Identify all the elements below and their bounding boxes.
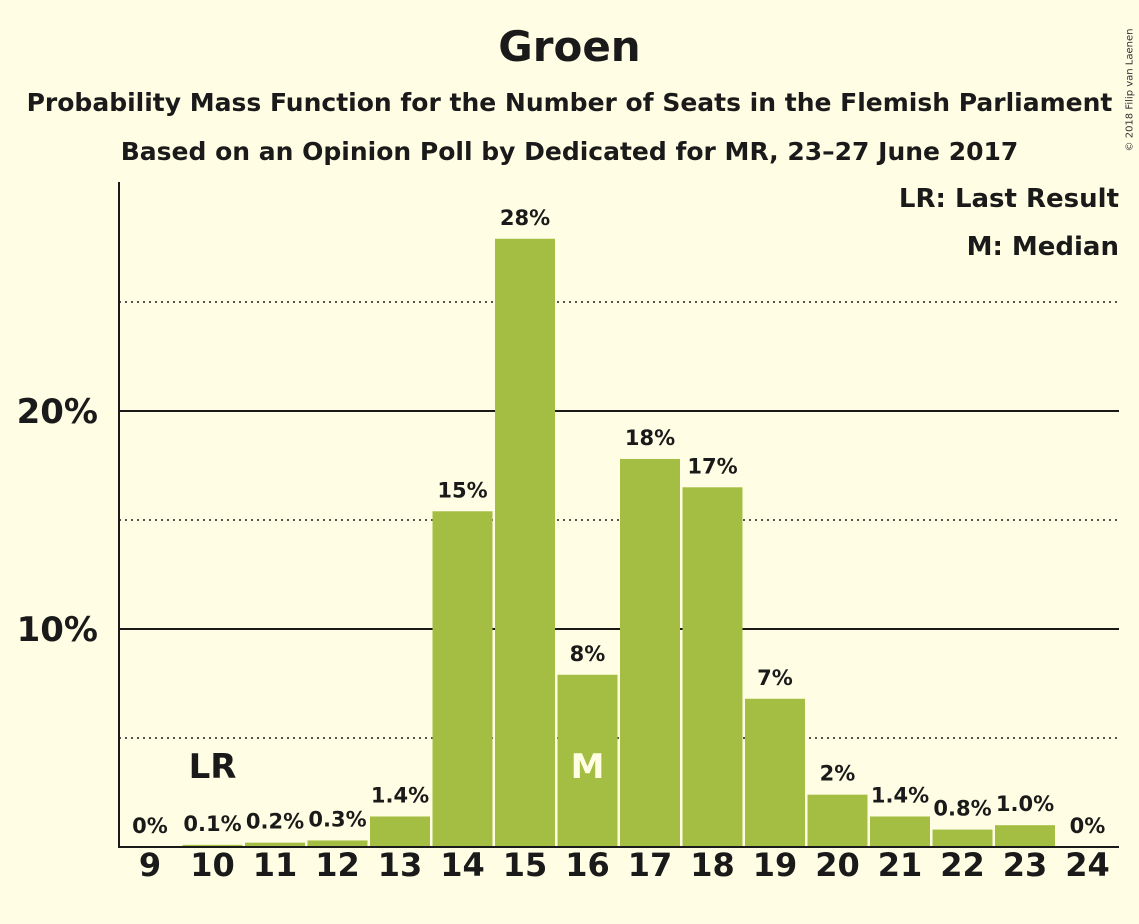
legend-last-result: LR: Last Result (898, 184, 1119, 214)
x-tick-label: 10 (190, 846, 235, 884)
bar-value-label: 0.2% (246, 810, 304, 834)
y-tick-label: 10% (17, 610, 98, 650)
x-tick-label: 15 (503, 846, 548, 884)
bar-21 (870, 816, 930, 847)
bar-22 (932, 829, 993, 847)
median-marker: M (571, 747, 605, 787)
chart-subtitle-line1: Probability Mass Function for the Number… (26, 88, 1113, 117)
bar-value-label: 1.4% (371, 783, 429, 807)
x-tick-label: 20 (815, 846, 860, 884)
x-tick-label: 24 (1065, 846, 1110, 884)
bar-11 (245, 842, 305, 847)
x-tick-label: 13 (378, 846, 423, 884)
y-tick-label: 20% (17, 392, 98, 432)
bar-value-label: 0.8% (933, 797, 991, 821)
bar-value-label: 15% (437, 478, 487, 502)
bar-value-label: 7% (757, 666, 793, 690)
bar-14 (432, 511, 493, 847)
bar-value-label: 28% (500, 206, 550, 230)
bar-value-label: 8% (570, 642, 606, 666)
bar-value-label: 2% (820, 762, 856, 786)
x-tick-label: 18 (690, 846, 735, 884)
bar-17 (620, 458, 680, 847)
bar-12 (307, 840, 368, 847)
chart-title: Groen (498, 22, 641, 71)
bar-16 (557, 674, 618, 847)
x-tick-label: 23 (1003, 846, 1048, 884)
bar-value-label: 18% (625, 426, 675, 450)
bar-19 (745, 698, 805, 847)
bar-15 (495, 238, 555, 847)
bar-value-label: 0% (1070, 814, 1106, 838)
chart-subtitle-line2: Based on an Opinion Poll by Dedicated fo… (120, 137, 1019, 166)
bar-value-label: 1.4% (871, 783, 929, 807)
bar-23 (995, 825, 1055, 847)
bar-18 (682, 487, 743, 847)
copyright-notice: © 2018 Filip van Laenen (1124, 28, 1136, 152)
bar-13 (370, 816, 430, 847)
bar-20 (807, 794, 868, 847)
bar-value-label: 0% (132, 814, 168, 838)
x-tick-label: 17 (628, 846, 673, 884)
x-tick-label: 22 (940, 846, 985, 884)
bar-value-label: 0.3% (308, 807, 366, 831)
x-tick-label: 19 (753, 846, 798, 884)
x-tick-label: 12 (315, 846, 360, 884)
x-tick-label: 11 (253, 846, 298, 884)
x-tick-label: 16 (565, 846, 610, 884)
x-tick-label: 14 (440, 846, 485, 884)
bar-10 (182, 844, 243, 847)
bar-value-label: 1.0% (996, 792, 1054, 816)
x-tick-label: 21 (878, 846, 923, 884)
x-tick-label: 9 (139, 846, 161, 884)
bar-value-label: 0.1% (183, 812, 241, 836)
last-result-marker: LR (189, 747, 237, 787)
legend-median: M: Median (966, 232, 1119, 262)
bar-value-label: 17% (687, 454, 737, 478)
